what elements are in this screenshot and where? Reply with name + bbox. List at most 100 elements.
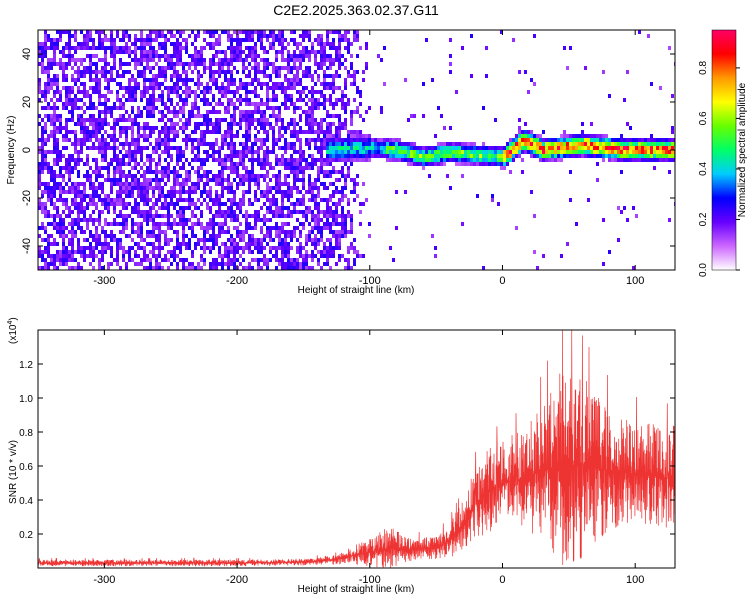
spectrogram-cell [323,158,326,162]
spectrogram-cell [278,206,281,210]
spectrogram-cell [128,34,131,38]
spectrogram-cell [326,54,329,58]
spectrogram-cell [209,206,212,210]
spectrogram-cell [98,110,101,114]
spectrogram-cell [470,154,473,158]
spectrogram-cell [362,182,365,186]
spectrogram-cell [170,126,173,130]
spectrogram-cell [83,90,86,94]
spectrogram-cell [296,190,299,194]
spectrogram-cell [275,198,278,202]
spectrogram-cell [137,134,140,138]
spectrogram-cell [62,166,65,170]
spectrogram-cell [314,146,317,150]
spectrogram-cell [158,214,161,218]
spectrogram-cell [344,218,347,222]
spectrogram-cell [203,250,206,254]
spectrogram-cell [524,150,527,154]
spectrogram-cell [125,162,128,166]
spectrogram-cell [266,186,269,190]
spectrogram-cell [356,130,359,134]
spectrogram-cell [221,82,224,86]
spectrogram-cell [188,94,191,98]
spectrogram-cell [203,118,206,122]
spectrogram-cell [335,138,338,142]
spectrogram-cell [215,178,218,182]
spectrogram-cell [311,194,314,198]
spectrogram-cell [470,162,473,166]
spectrogram-cell [113,54,116,58]
spectrogram-cell [245,246,248,250]
spectrogram-cell [647,142,650,146]
spectrogram-cell [344,222,347,226]
spectrogram-cell [245,66,248,70]
spectrogram-cell [287,214,290,218]
spectrogram-cell [95,30,98,34]
spectrogram-cell [122,34,125,38]
spectrogram-cell [296,166,299,170]
spectrogram-cell [368,106,371,110]
spectrogram-cell [290,234,293,238]
spectrogram-cell [332,74,335,78]
spectrogram-cell [83,82,86,86]
spectrogram-cell [146,266,149,270]
spectrogram-cell [197,78,200,82]
spectrogram-cell [167,266,170,270]
spectrogram-cell [275,250,278,254]
spectrogram-cell [74,162,77,166]
spectrogram-cell [305,66,308,70]
spectrogram-cell [251,162,254,166]
spectrogram-cell [158,246,161,250]
spectrogram-cell [350,138,353,142]
spectrogram-cell [668,46,671,50]
spectrogram-cell [230,142,233,146]
spectrogram-cell [119,66,122,70]
spectrogram-cell [215,214,218,218]
spectrogram-cell [155,142,158,146]
spectrogram-cell [242,142,245,146]
spectrogram-cell [536,138,539,142]
spectrogram-cell [245,178,248,182]
spectrogram-cell [155,266,158,270]
spectrogram-cell [146,86,149,90]
spectrogram-cell [293,66,296,70]
spectrogram-cell [137,122,140,126]
spectrogram-cell [155,182,158,186]
spectrogram-cell [341,90,344,94]
spectrogram-cell [548,154,551,158]
spectrogram-cell [506,154,509,158]
spectrogram-cell [308,122,311,126]
spectrogram-cell [146,242,149,246]
spectrogram-cell [320,130,323,134]
spectrogram-cell [272,254,275,258]
spectrogram-cell [500,158,503,162]
spectrogram-cell [221,138,224,142]
spectrogram-cell [119,210,122,214]
spectrogram-cell [329,94,332,98]
spectrogram-cell [218,130,221,134]
spectrogram-cell [188,206,191,210]
spectrogram-cell [278,158,281,162]
spectrogram-cell [485,154,488,158]
spectrogram-cell [272,142,275,146]
spectrogram-cell [395,146,398,150]
spectrogram-cell [164,134,167,138]
spectrogram-cell [227,146,230,150]
spectrogram-cell [347,154,350,158]
spectrogram-cell [461,146,464,150]
spectrogram-cell [224,62,227,66]
spectrogram-cell [605,150,608,154]
spectrogram-cell [95,66,98,70]
spectrogram-cell [443,126,446,130]
spectrogram-cell [332,134,335,138]
spectrogram-cell [203,258,206,262]
spectrogram-cell [194,94,197,98]
spectrogram-cell [377,142,380,146]
spectrogram-cell [266,98,269,102]
spectrogram-cell [149,38,152,42]
spectrogram-cell [533,142,536,146]
spectrogram-cell [101,94,104,98]
spectrogram-cell [389,146,392,150]
spectrogram-cell [413,154,416,158]
spectrogram-cell [554,150,557,154]
